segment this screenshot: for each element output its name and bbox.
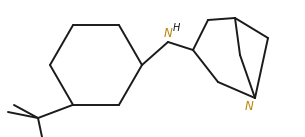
- Text: H: H: [173, 23, 180, 33]
- Text: N: N: [163, 27, 172, 40]
- Text: N: N: [244, 100, 253, 113]
